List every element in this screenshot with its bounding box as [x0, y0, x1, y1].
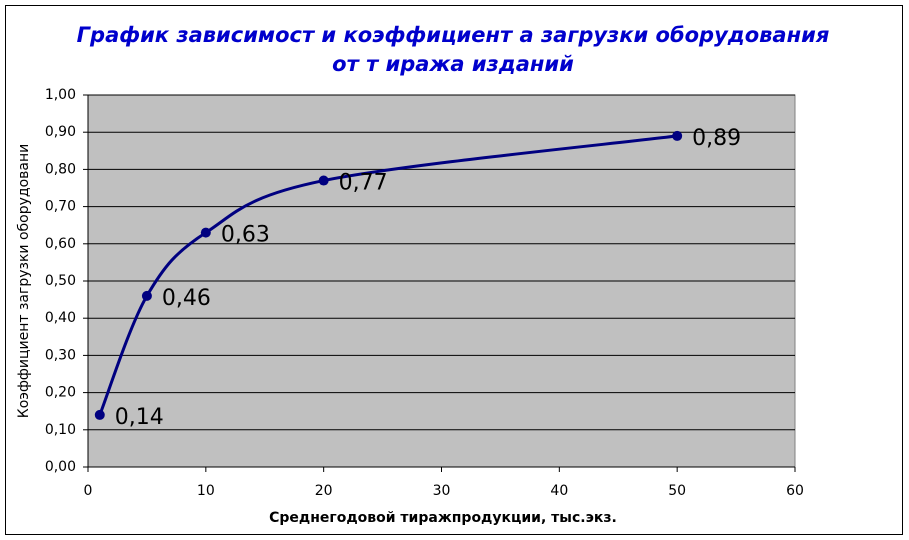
- x-tick-label: 30: [433, 483, 451, 499]
- chart-title: от т иража изданий: [332, 52, 574, 76]
- y-tick-label: 0,70: [45, 199, 76, 215]
- x-tick-label: 20: [315, 483, 333, 499]
- y-tick-label: 0,20: [45, 385, 76, 401]
- x-tick-label: 0: [84, 483, 93, 499]
- data-point: [200, 227, 211, 238]
- data-point: [672, 130, 683, 141]
- y-tick-label: 0,40: [45, 310, 76, 326]
- data-label: 0,14: [115, 405, 164, 430]
- data-label: 0,77: [339, 171, 388, 196]
- data-point: [141, 290, 152, 301]
- y-axis-title: Коэффициент загрузки оборудовани: [16, 144, 32, 419]
- x-tick-label: 50: [668, 483, 686, 499]
- data-point: [318, 175, 329, 186]
- x-tick-label: 40: [550, 483, 568, 499]
- y-tick-label: 0,80: [45, 161, 76, 177]
- x-tick-label: 10: [197, 483, 215, 499]
- y-tick-label: 1,00: [45, 87, 76, 103]
- chart-title: График зависимост и коэффициент а загруз…: [77, 23, 830, 47]
- y-tick-label: 0,00: [45, 459, 76, 475]
- y-tick-label: 0,10: [45, 422, 76, 438]
- y-tick-label: 0,60: [45, 236, 76, 252]
- x-axis-title: Среднегодовой тиражпродукции, тыс.экз.: [269, 510, 617, 526]
- series-line: [98, 134, 678, 416]
- x-tick-label: 60: [786, 483, 804, 499]
- data-point: [94, 409, 105, 420]
- data-label: 0,89: [692, 126, 741, 151]
- data-label: 0,46: [162, 286, 211, 311]
- y-tick-label: 0,30: [45, 347, 76, 363]
- data-label: 0,63: [221, 223, 270, 248]
- y-tick-label: 0,90: [45, 124, 76, 140]
- y-tick-label: 0,50: [45, 273, 76, 289]
